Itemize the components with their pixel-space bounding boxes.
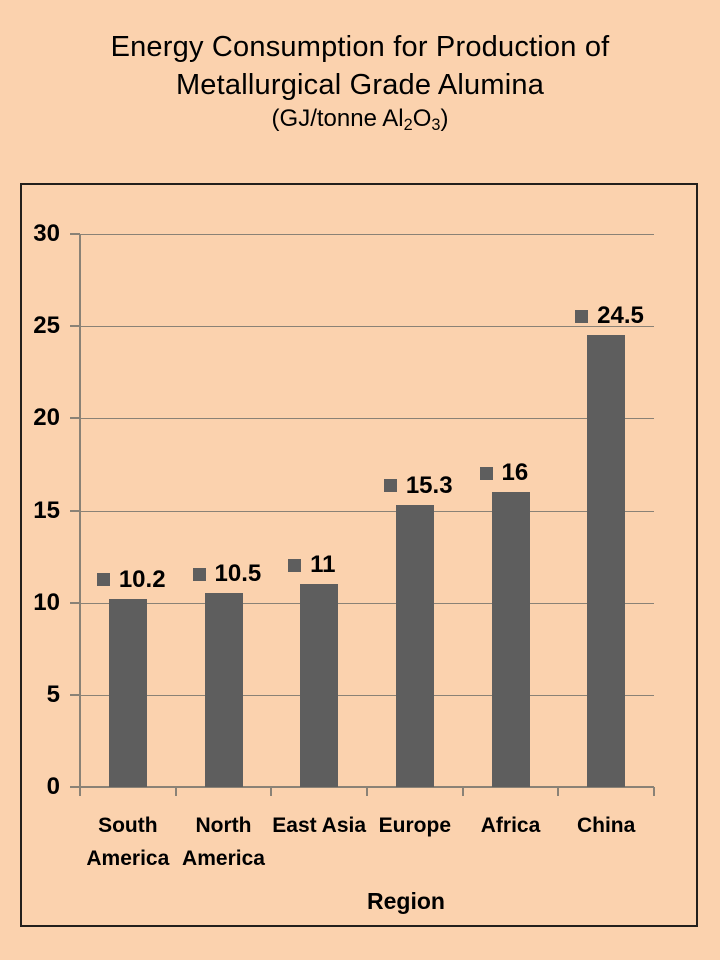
data-label-marker-icon (575, 309, 589, 323)
data-label: 15.3 (383, 471, 453, 500)
y-axis-line (79, 234, 81, 796)
data-label-value: 10.2 (118, 565, 166, 593)
bar-china (587, 335, 626, 787)
y-axis-tick-label: 0 (46, 773, 60, 800)
data-label-value: 11 (310, 551, 336, 579)
data-label: 10.5 (192, 560, 262, 588)
data-label: 10.2 (96, 565, 166, 594)
y-axis-tick-label: 15 (33, 496, 60, 524)
y-gridline (80, 510, 654, 512)
bar-chart: 0 5 10 15 20 25 30 10.2 South America 10.5 North A… (22, 185, 696, 925)
data-label-value: 15.3 (405, 471, 453, 499)
x-axis-category-label: East Asia (272, 814, 367, 837)
y-axis-tick (70, 233, 80, 235)
bar-north-america (204, 593, 243, 787)
y-axis-tick-label: 30 (33, 220, 60, 247)
data-label: 16 (479, 459, 529, 487)
x-axis-category-label: South America (86, 814, 170, 870)
chart-title: Energy Consumption for Production of Met… (0, 28, 720, 140)
data-label-value: 24.5 (597, 302, 644, 330)
bar-africa (491, 492, 530, 787)
x-axis-tick (174, 787, 177, 796)
chart-title-line1: Energy Consumption for Production of (110, 31, 610, 63)
y-axis-tick-label: 25 (33, 312, 60, 340)
chart-plot-area: 0 5 10 15 20 25 30 10.2 South America 10.5 North A… (20, 183, 698, 927)
y-axis-tick-label: 20 (33, 404, 60, 432)
bar-europe (395, 504, 434, 787)
chart-title-units: (GJ/tonne Al2O3) (271, 105, 449, 135)
data-label-marker-icon (96, 573, 110, 587)
x-axis-category-label: North America (182, 814, 265, 870)
y-axis-tick (70, 786, 80, 788)
data-label-marker-icon (383, 479, 397, 493)
y-axis-tick (70, 693, 80, 696)
y-gridline (80, 234, 654, 235)
bar-east-asia (300, 584, 339, 787)
x-axis-category-label: Europe (378, 814, 451, 837)
y-gridline (80, 602, 654, 604)
y-axis-tick-label: 10 (33, 588, 60, 616)
data-label: 24.5 (575, 302, 644, 330)
x-axis-tick (79, 787, 81, 796)
y-axis-tick (70, 509, 80, 512)
y-gridline (80, 418, 654, 420)
bar-south-america (108, 598, 147, 787)
y-axis-tick (70, 417, 80, 420)
x-axis-category-label: Africa (480, 814, 541, 837)
y-axis-tick (70, 601, 80, 604)
data-label: 11 (288, 551, 336, 579)
x-axis-tick (461, 787, 464, 796)
y-axis-tick (70, 325, 80, 328)
x-axis-tick (557, 787, 560, 796)
data-label-marker-icon (479, 466, 493, 480)
x-axis-tick (270, 787, 273, 796)
x-axis-tick (366, 787, 368, 796)
y-gridline (80, 326, 654, 328)
chart-title-line2: Metallurgical Grade Alumina (175, 69, 545, 101)
y-gridline (80, 694, 654, 696)
x-axis-category-label: China (576, 814, 636, 837)
data-label-value: 16 (501, 459, 529, 487)
data-label-marker-icon (192, 567, 206, 581)
data-label-value: 10.5 (214, 560, 262, 588)
y-axis-tick-label: 5 (46, 680, 60, 708)
x-axis-title: Region (367, 888, 445, 914)
x-axis-tick (653, 787, 655, 796)
data-label-marker-icon (288, 558, 302, 572)
